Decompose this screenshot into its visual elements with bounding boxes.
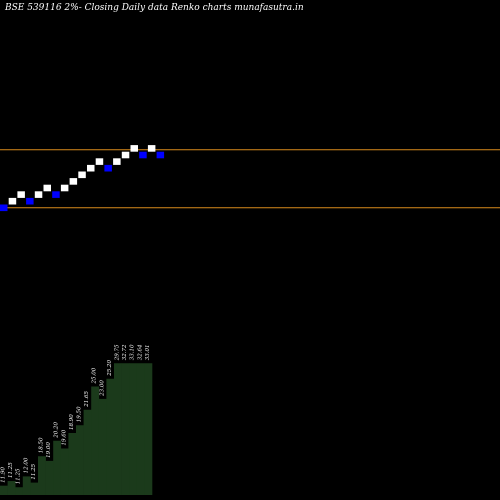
volume-bar — [7, 481, 16, 495]
volume-bar — [45, 460, 54, 495]
volume-label: 19.60 — [61, 429, 67, 445]
volume-label: 18.90 — [69, 414, 75, 430]
volume-label: 25.20 — [107, 360, 113, 377]
up-brick — [43, 184, 51, 192]
volume-label: 33.01 — [145, 345, 151, 361]
up-brick — [130, 145, 138, 152]
volume-area — [0, 363, 153, 495]
volume-label: 18.50 — [39, 437, 45, 453]
volume-bar — [38, 456, 46, 495]
down-brick — [156, 151, 165, 159]
volume-label: 11.90 — [1, 466, 7, 482]
volume-bar — [83, 409, 92, 495]
guide-lines — [0, 149, 500, 209]
volume-label: 33.10 — [130, 344, 136, 360]
volume-bar — [121, 363, 130, 495]
volume-bar — [30, 482, 39, 495]
volume-bar — [98, 398, 107, 495]
volume-bar — [22, 476, 31, 495]
down-brick — [0, 204, 8, 212]
up-brick — [147, 145, 156, 152]
up-brick — [8, 197, 17, 205]
volume-bar — [68, 433, 77, 495]
chart-title: BSE 539116 2%- Closing Daily data Renko … — [4, 3, 304, 13]
down-brick — [104, 164, 112, 172]
volume-label: 32.72 — [122, 344, 128, 360]
down-brick — [52, 191, 60, 198]
volume-label: 11.25 — [16, 468, 22, 484]
up-brick — [87, 164, 95, 172]
volume-label: 25.00 — [92, 367, 98, 384]
up-brick — [34, 191, 43, 198]
volume-bar — [60, 448, 69, 495]
volume-bar — [136, 363, 145, 495]
volume-bar — [53, 440, 62, 495]
volume-label: 11.25 — [31, 463, 37, 479]
volume-bar — [106, 378, 115, 495]
volume-label: 11.25 — [8, 462, 14, 478]
volume-bar — [91, 386, 100, 495]
volume-label: 19.50 — [77, 406, 83, 422]
renko-bricks — [0, 145, 165, 212]
volume-label: 20.20 — [54, 422, 60, 439]
up-brick — [69, 178, 78, 185]
up-brick — [95, 158, 104, 165]
up-brick — [17, 191, 25, 198]
volume-label: 23.00 — [99, 380, 105, 397]
volume-bar — [114, 363, 122, 495]
volume-bar — [76, 425, 84, 495]
down-brick — [26, 197, 34, 205]
volume-label: 29.75 — [115, 344, 121, 361]
volume-bar — [0, 485, 8, 495]
up-brick — [121, 151, 130, 159]
volume-bar — [15, 487, 24, 495]
volume-label: 12.00 — [23, 457, 29, 473]
down-brick — [139, 151, 147, 159]
volume-label: 21.65 — [84, 391, 90, 408]
up-brick — [113, 158, 121, 165]
up-brick — [60, 184, 69, 192]
volume-label: 32.64 — [137, 344, 143, 360]
volume-bar — [129, 363, 138, 495]
volume-label: 19.00 — [46, 442, 52, 458]
up-brick — [78, 171, 86, 179]
volume-bar — [144, 363, 153, 495]
